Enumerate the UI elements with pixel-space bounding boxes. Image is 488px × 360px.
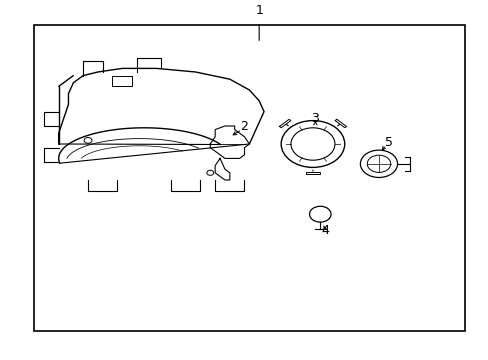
Text: 1: 1 [255, 4, 263, 17]
Text: 5: 5 [384, 136, 392, 149]
Bar [34, 25, 464, 331]
Text: 4: 4 [321, 224, 328, 237]
Text: 3: 3 [311, 112, 319, 125]
Text: 2: 2 [240, 120, 248, 132]
